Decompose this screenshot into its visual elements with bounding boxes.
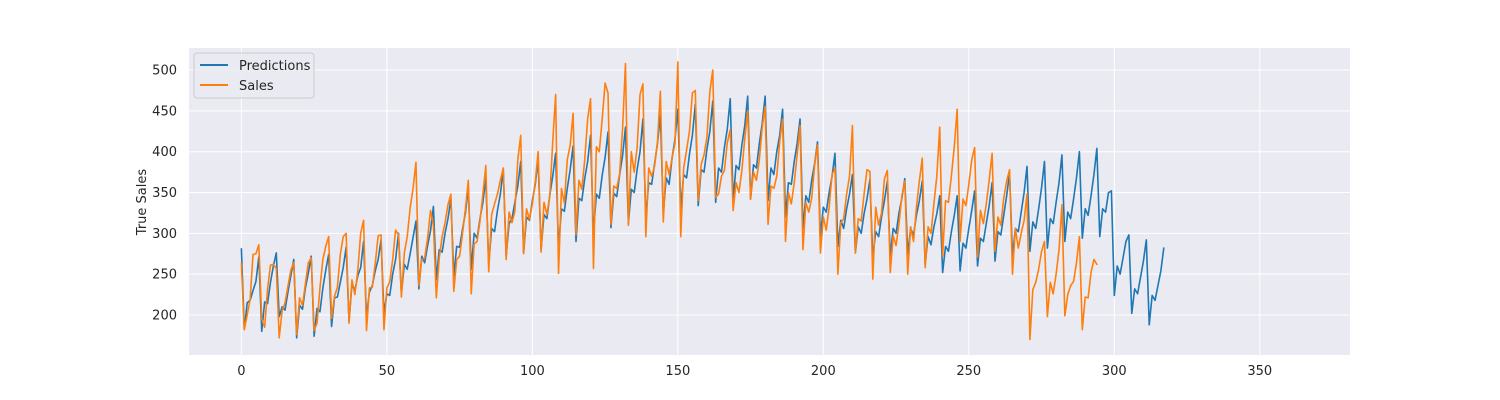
y-tick-label: 500 <box>152 64 177 79</box>
x-tick-label: 300 <box>1102 364 1127 379</box>
legend-label: Predictions <box>239 59 311 74</box>
y-tick-label: 350 <box>152 186 177 201</box>
x-tick-label: 350 <box>1247 364 1272 379</box>
y-tick-label: 450 <box>152 104 177 119</box>
y-axis-ticks: 200 250 300 350 400 450 500 <box>152 64 177 324</box>
y-tick-label: 300 <box>152 227 177 242</box>
x-tick-label: 100 <box>520 364 545 379</box>
series-layer <box>240 61 1165 341</box>
y-tick-label: 400 <box>152 145 177 160</box>
x-tick-label: 250 <box>956 364 981 379</box>
y-tick-label: 250 <box>152 268 177 283</box>
x-tick-label: 0 <box>237 364 245 379</box>
series-line-sales <box>240 61 1098 341</box>
legend: Predictions Sales <box>193 52 315 99</box>
x-axis-ticks: 0 50 100 150 200 250 300 350 <box>237 364 1272 379</box>
legend-label: Sales <box>239 79 274 94</box>
y-tick-label: 200 <box>152 308 177 323</box>
x-tick-label: 200 <box>811 364 836 379</box>
x-tick-label: 50 <box>379 364 396 379</box>
x-tick-label: 150 <box>665 364 690 379</box>
y-axis-label: True Sales <box>135 169 150 237</box>
grid-lines <box>189 48 1350 355</box>
